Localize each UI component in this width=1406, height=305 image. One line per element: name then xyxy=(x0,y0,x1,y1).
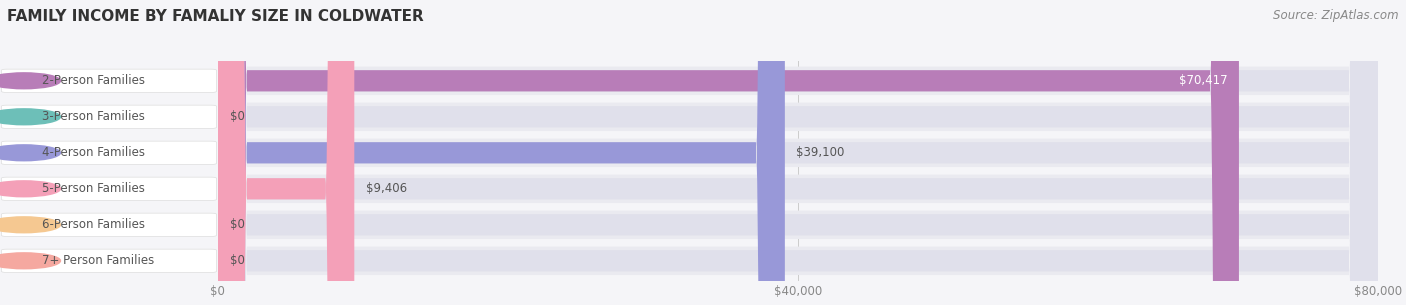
FancyBboxPatch shape xyxy=(218,0,1378,305)
FancyBboxPatch shape xyxy=(218,0,1378,305)
FancyBboxPatch shape xyxy=(218,0,1378,305)
Text: 7+ Person Families: 7+ Person Families xyxy=(42,254,155,267)
FancyBboxPatch shape xyxy=(218,0,1378,305)
FancyBboxPatch shape xyxy=(218,0,1378,305)
Text: Source: ZipAtlas.com: Source: ZipAtlas.com xyxy=(1274,9,1399,22)
FancyBboxPatch shape xyxy=(218,0,1378,305)
FancyBboxPatch shape xyxy=(218,0,1378,305)
FancyBboxPatch shape xyxy=(218,0,1239,305)
Text: 2-Person Families: 2-Person Families xyxy=(42,74,145,87)
FancyBboxPatch shape xyxy=(218,0,1378,305)
FancyBboxPatch shape xyxy=(218,0,1378,305)
FancyBboxPatch shape xyxy=(218,0,1378,305)
FancyBboxPatch shape xyxy=(218,0,354,305)
Text: $70,417: $70,417 xyxy=(1178,74,1227,87)
FancyBboxPatch shape xyxy=(218,0,1378,305)
Text: $0: $0 xyxy=(229,110,245,123)
FancyBboxPatch shape xyxy=(218,0,785,305)
Text: 5-Person Families: 5-Person Families xyxy=(42,182,145,195)
Text: 3-Person Families: 3-Person Families xyxy=(42,110,145,123)
Text: 6-Person Families: 6-Person Families xyxy=(42,218,145,231)
Text: $39,100: $39,100 xyxy=(796,146,845,159)
Text: $0: $0 xyxy=(229,218,245,231)
Text: 4-Person Families: 4-Person Families xyxy=(42,146,145,159)
Text: $9,406: $9,406 xyxy=(366,182,406,195)
Text: FAMILY INCOME BY FAMALIY SIZE IN COLDWATER: FAMILY INCOME BY FAMALIY SIZE IN COLDWAT… xyxy=(7,9,423,24)
Text: $0: $0 xyxy=(229,254,245,267)
FancyBboxPatch shape xyxy=(218,0,1378,305)
